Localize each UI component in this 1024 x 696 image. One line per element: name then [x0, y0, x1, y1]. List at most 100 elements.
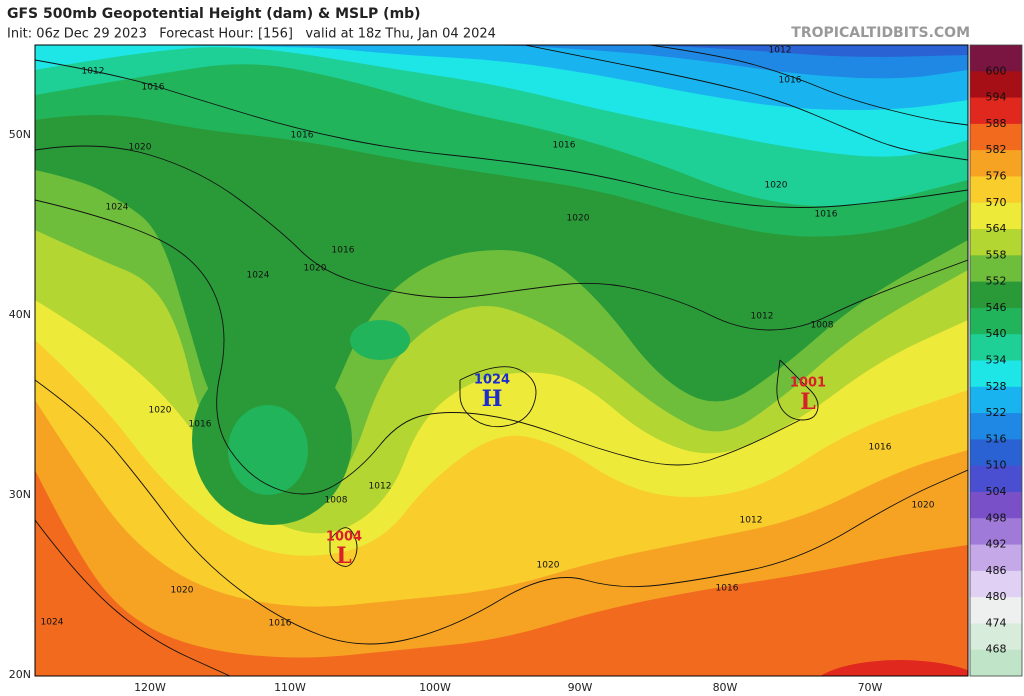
colorbar-frame — [969, 44, 1023, 677]
colorbar-label: 516 — [986, 432, 1007, 445]
isobar-label: 1012 — [82, 67, 105, 77]
colorbar-label: 468 — [986, 643, 1007, 656]
isobar-line — [459, 366, 537, 428]
isobar-label: 1020 — [912, 501, 935, 511]
isobar-label: 1020 — [129, 143, 152, 153]
title: GFS 500mb Geopotential Height (dam) & MS… — [7, 6, 421, 22]
lon-label: 80W — [713, 681, 738, 694]
colorbar-swatch — [970, 281, 1022, 309]
colorbar-label: 510 — [986, 459, 1007, 472]
colorbar-label: 582 — [986, 143, 1007, 156]
lon-label: 120W — [134, 681, 166, 694]
colorbar-swatch — [970, 544, 1022, 572]
isobar-label: 1020 — [149, 406, 172, 416]
isobar-label: 1012 — [369, 482, 392, 492]
isobar-label: 1012 — [751, 312, 774, 322]
isobar-label: 1024 — [106, 203, 129, 213]
isobar-line — [35, 199, 801, 495]
colorbar-swatch — [970, 45, 1022, 72]
map-area: 1012 1016 1020 1024 1024 1016 1020 1016 1020 1016… — [35, 45, 968, 676]
lat-label: 30N — [9, 488, 31, 501]
colorbar-swatch — [970, 413, 1022, 440]
center-value: 1004 — [326, 530, 362, 545]
isobar-label: 1016 — [332, 246, 355, 256]
colorbar-label: 588 — [986, 117, 1007, 130]
height-band — [820, 660, 968, 676]
center-letter: L — [800, 389, 815, 415]
colorbar-label: 486 — [986, 564, 1007, 577]
isobar-label: 1016 — [142, 83, 165, 93]
colorbar-swatch — [970, 491, 1022, 519]
isobar-label: 1016 — [716, 584, 739, 594]
lon-label: 90W — [568, 681, 593, 694]
colorbar-swatch — [970, 176, 1022, 204]
isobar-label: 1024 — [247, 271, 270, 281]
colorbar-label: 570 — [986, 196, 1007, 209]
colorbar-swatch — [970, 255, 1022, 283]
center-value: 1001 — [790, 376, 826, 391]
lat-label: 50N — [9, 128, 31, 141]
isobar-line — [649, 45, 968, 126]
isobar-label: 1008 — [811, 321, 834, 331]
colorbar-swatch — [970, 649, 1022, 677]
map-frame — [34, 44, 969, 677]
lon-label: 70W — [858, 681, 883, 694]
isobar-line — [35, 145, 968, 331]
colorbar-swatch — [970, 623, 1022, 651]
subtitle: Init: 06z Dec 29 2023 Forecast Hour: [15… — [7, 27, 496, 42]
lon-label: 100W — [419, 681, 451, 694]
colorbar-label: 540 — [986, 327, 1007, 340]
colorbar-label: 552 — [986, 275, 1007, 288]
colorbar-label: 522 — [986, 406, 1007, 419]
isobar-line — [776, 359, 819, 421]
colorbar-label: 498 — [986, 511, 1007, 524]
isobar-label: 1016 — [553, 141, 576, 151]
isobar-line — [35, 519, 231, 676]
colorbar-swatch — [970, 307, 1022, 335]
colorbar-swatch — [970, 71, 1022, 99]
colorbar-swatch — [970, 439, 1022, 467]
colorbar-label: 546 — [986, 301, 1007, 314]
isobar-label: 1020 — [765, 181, 788, 191]
isobar-label: 1020 — [537, 561, 560, 571]
center-letter: H — [482, 386, 503, 412]
height-band — [643, 45, 968, 57]
colorbar-swatch — [970, 386, 1022, 414]
height-band — [228, 405, 308, 495]
isobar-label: 1008 — [325, 496, 348, 506]
colorbar-label: 474 — [986, 616, 1007, 629]
colorbar-swatch — [970, 597, 1022, 624]
colorbar-label: 558 — [986, 248, 1007, 261]
colorbar-swatch — [970, 150, 1022, 177]
lat-label: 40N — [9, 308, 31, 321]
colorbar-swatch — [970, 229, 1022, 256]
isobar-label: 1016 — [269, 619, 292, 629]
colorbar-label: 576 — [986, 169, 1007, 182]
lat-label: 20N — [9, 668, 31, 681]
colorbar-swatch — [970, 360, 1022, 388]
site-name: TROPICALTIDBITS.COM — [791, 25, 970, 41]
isobar-line — [329, 527, 358, 567]
colorbar-swatch — [970, 97, 1022, 125]
colorbar-swatch — [970, 334, 1022, 361]
isobar-label: 1020 — [567, 214, 590, 224]
isobar-label: 1020 — [304, 264, 327, 274]
isobar-line — [35, 379, 968, 645]
colorbar-label: 504 — [986, 485, 1007, 498]
colorbar-label: 492 — [986, 538, 1007, 551]
isobar-label: 1016 — [291, 131, 314, 141]
colorbar-swatch — [970, 123, 1022, 151]
colorbar-swatch — [970, 465, 1022, 493]
colorbar-label: 528 — [986, 380, 1007, 393]
isobar-label: 1016 — [779, 76, 802, 86]
height-band — [350, 320, 410, 360]
colorbar-label: 480 — [986, 590, 1007, 603]
colorbar-swatch — [970, 518, 1022, 546]
colorbar-label: 594 — [986, 91, 1007, 104]
isobar-label: 1016 — [815, 210, 838, 220]
isobar-label: 1024 — [41, 618, 64, 628]
isobar-label: 1020 — [171, 586, 194, 596]
isobar-label: 1016 — [869, 443, 892, 453]
center-value: 1024 — [474, 373, 510, 388]
